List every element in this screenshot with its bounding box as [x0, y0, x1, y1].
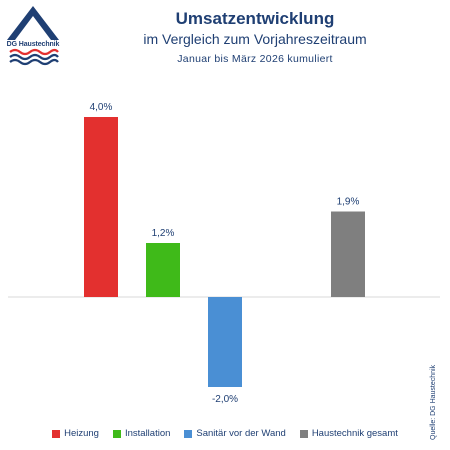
legend-swatch — [184, 429, 193, 438]
chart-subtitle: im Vergleich zum Vorjahreszeitraum — [143, 31, 367, 47]
legend-label: Sanitär vor der Wand — [196, 428, 286, 439]
data-label-4: 1,9% — [337, 197, 360, 208]
legend-swatch — [299, 429, 308, 438]
logo-house-icon — [7, 6, 59, 66]
logo-text: DG Haustechnik — [6, 41, 60, 48]
data-label-2: 1,2% — [152, 228, 175, 239]
chart-title: Umsatzentwicklung — [175, 9, 335, 28]
bar-2 — [146, 243, 180, 297]
legend-swatch — [112, 429, 121, 438]
legend-item-2: Installation — [112, 428, 171, 439]
legend-label: Installation — [124, 428, 171, 439]
bar-1 — [84, 117, 118, 297]
legend-item-3: Sanitär vor der Wand — [184, 428, 286, 439]
legend-item-4: Haustechnik gesamt — [299, 428, 398, 439]
data-label-3: -2,0% — [212, 394, 238, 405]
legend-label: Heizung — [64, 428, 99, 439]
chart-period: Januar bis März 2026 kumuliert — [177, 53, 333, 65]
chart-legend: Heizung Installation Sanitär vor der Wand H… — [0, 428, 450, 439]
legend-swatch — [52, 429, 61, 438]
source-note: Quelle: DG Haustechnik — [430, 364, 437, 440]
company-logo: DG Haustechnik — [4, 4, 62, 66]
bar-3 — [208, 297, 242, 387]
legend-label: Haustechnik gesamt — [311, 428, 398, 439]
legend-item-1: Heizung — [52, 428, 99, 439]
bar-4 — [331, 211, 365, 297]
data-label-1: 4,0% — [90, 102, 113, 113]
